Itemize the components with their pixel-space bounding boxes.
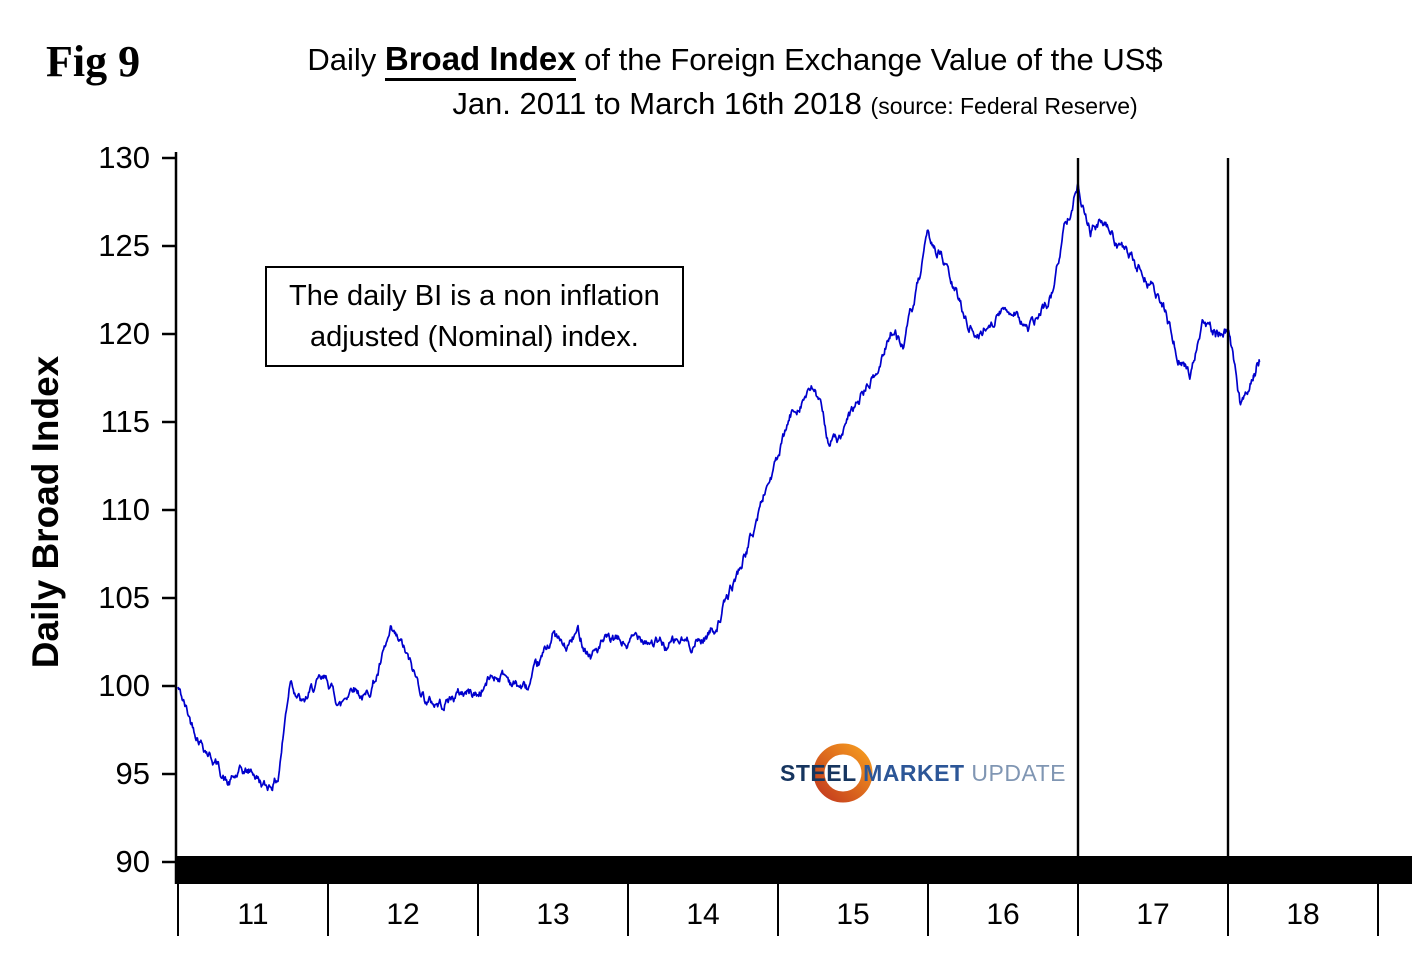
- logo-word-market: MARKET: [863, 760, 965, 786]
- chart-title-line2: Jan. 2011 to March 16th 2018 (source: Fe…: [120, 86, 1350, 122]
- annotation-text-line1: The daily BI is a non inflation: [289, 280, 660, 312]
- annotation-box: The daily BI is a non inflation adjusted…: [265, 266, 684, 368]
- logo-ring-icon: [813, 743, 873, 803]
- logo-text: STEEL MARKET UPDATE: [780, 760, 1066, 787]
- logo-word-steel: STEEL: [780, 760, 857, 786]
- chart-title-line1: Daily Broad Index of the Foreign Exchang…: [120, 40, 1350, 81]
- title-emphasis: Broad Index: [384, 40, 576, 81]
- title-suffix: of the Foreign Exchange Value of the US$: [575, 42, 1163, 77]
- title-source: (source: Federal Reserve): [870, 93, 1138, 119]
- data-line-daily-broad-index: [177, 181, 1261, 792]
- chart-title-block: Daily Broad Index of the Foreign Exchang…: [120, 40, 1350, 122]
- annotation-text-line2: adjusted (Nominal) index.: [309, 320, 639, 353]
- x-axis-bar: [175, 856, 1412, 884]
- title-date-range: Jan. 2011 to March 16th 2018: [452, 86, 871, 121]
- figure-number: Fig 9: [46, 37, 141, 86]
- steel-market-update-logo: STEEL MARKET UPDATE: [770, 742, 1065, 806]
- title-prefix: Daily: [307, 42, 385, 77]
- logo-word-update: UPDATE: [971, 760, 1066, 786]
